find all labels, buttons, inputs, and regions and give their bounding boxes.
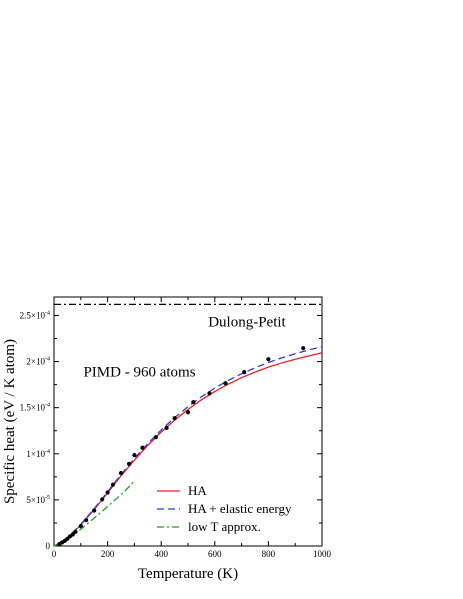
x-tick-label-2: 400 xyxy=(154,549,168,559)
pimd-data-point xyxy=(126,461,132,467)
dulong-petit-annotation: Dulong-Petit xyxy=(208,315,286,331)
x-tick-label-0: 0 xyxy=(52,549,57,559)
pimd-data-point xyxy=(164,425,169,431)
pimd-data-point xyxy=(100,497,105,502)
y-tick-label-0: 0 xyxy=(46,541,51,551)
y-tick-label-4: 2×10-4 xyxy=(26,357,50,367)
pimd-data-point xyxy=(132,453,137,458)
x-axis-title: Temperature (K) xyxy=(138,566,238,582)
pimd-data-point xyxy=(92,508,97,513)
pimd-data-point xyxy=(65,536,70,541)
x-tick-label-3: 600 xyxy=(208,549,222,559)
x-tick-label-1: 200 xyxy=(101,549,115,559)
pimd-data-point xyxy=(105,490,110,495)
pimd-annotation: PIMD - 960 atoms xyxy=(83,364,195,380)
pimd-data-point xyxy=(223,381,228,386)
legend-label-2: low T approx. xyxy=(188,519,261,534)
y-tick-label-2: 1×10-4 xyxy=(26,449,50,459)
pimd-data-point xyxy=(140,445,145,450)
pimd-data-point xyxy=(172,416,177,421)
x-tick-label-5: 1000 xyxy=(313,549,332,559)
x-tick-label-4: 800 xyxy=(262,549,276,559)
pimd-data-point xyxy=(118,471,124,476)
pimd-data-point xyxy=(73,529,78,534)
legend: HA HA + elastic energy low T approx. xyxy=(157,483,292,534)
x-axis-ticks: 0 200 400 600 800 1000 xyxy=(52,297,332,559)
pimd-data-point xyxy=(266,357,271,362)
legend-label-1: HA + elastic energy xyxy=(188,501,292,516)
series-line-0 xyxy=(53,352,323,547)
pimd-data-point xyxy=(84,518,89,523)
y-axis-title: Specific heat (eV / K atom) xyxy=(2,339,18,504)
y-tick-label-1: 5×10-5 xyxy=(26,495,50,505)
pimd-data-point xyxy=(301,346,306,351)
pimd-data-point xyxy=(78,524,83,529)
pimd-data-point xyxy=(191,400,196,405)
pimd-data-point xyxy=(207,391,212,396)
pimd-data-point xyxy=(242,370,247,375)
pimd-data-point xyxy=(185,410,191,415)
pimd-data-point xyxy=(70,532,75,537)
pimd-data-point xyxy=(153,435,158,440)
y-axis-ticks: 0 5×10-5 1×10-4 1.5×10-4 2×10-4 2.5×10-4 xyxy=(20,310,322,551)
pimd-markers-layer xyxy=(57,346,306,547)
y-tick-label-3: 1.5×10-4 xyxy=(20,403,50,413)
y-tick-label-5: 2.5×10-4 xyxy=(20,310,50,320)
series-line-2 xyxy=(53,480,135,547)
pimd-data-point xyxy=(110,482,116,487)
legend-label-0: HA xyxy=(188,483,207,498)
